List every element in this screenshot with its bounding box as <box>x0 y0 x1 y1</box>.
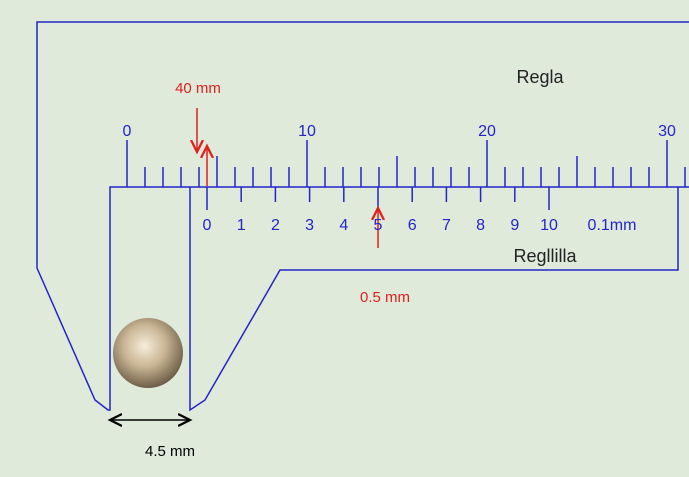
vernier-scale-label: 8 <box>476 217 485 234</box>
vernier-scale-label: 10 <box>540 217 558 234</box>
gem <box>113 318 183 388</box>
measurement: 4.5 mm <box>145 443 195 460</box>
vernier-reading: 0.5 mm <box>360 289 410 306</box>
main-scale-label: 10 <box>298 123 316 140</box>
vernier-scale-label: 5 <box>374 217 383 234</box>
caliper-outline <box>36 21 689 412</box>
main-reading: 40 mm <box>175 80 221 97</box>
vernier-scale-label: 3 <box>305 217 314 234</box>
resolution-label: 0.1mm <box>588 217 637 234</box>
vernier-scale-label: 7 <box>442 217 451 234</box>
scale-ticks <box>126 140 686 210</box>
main-scale-label: 0 <box>123 123 132 140</box>
vernier-label: Regllilla <box>513 246 577 266</box>
vernier-scale-label: 9 <box>510 217 519 234</box>
vernier-scale-label: 1 <box>237 217 246 234</box>
vernier-scale-label: 6 <box>408 217 417 234</box>
main-scale-label: 30 <box>658 123 676 140</box>
vernier-scale-label: 4 <box>339 217 348 234</box>
vernier-scale-label: 0 <box>203 217 212 234</box>
vernier-scale-label: 2 <box>271 217 280 234</box>
ruler-label: Regla <box>516 67 564 87</box>
main-scale-label: 20 <box>478 123 496 140</box>
